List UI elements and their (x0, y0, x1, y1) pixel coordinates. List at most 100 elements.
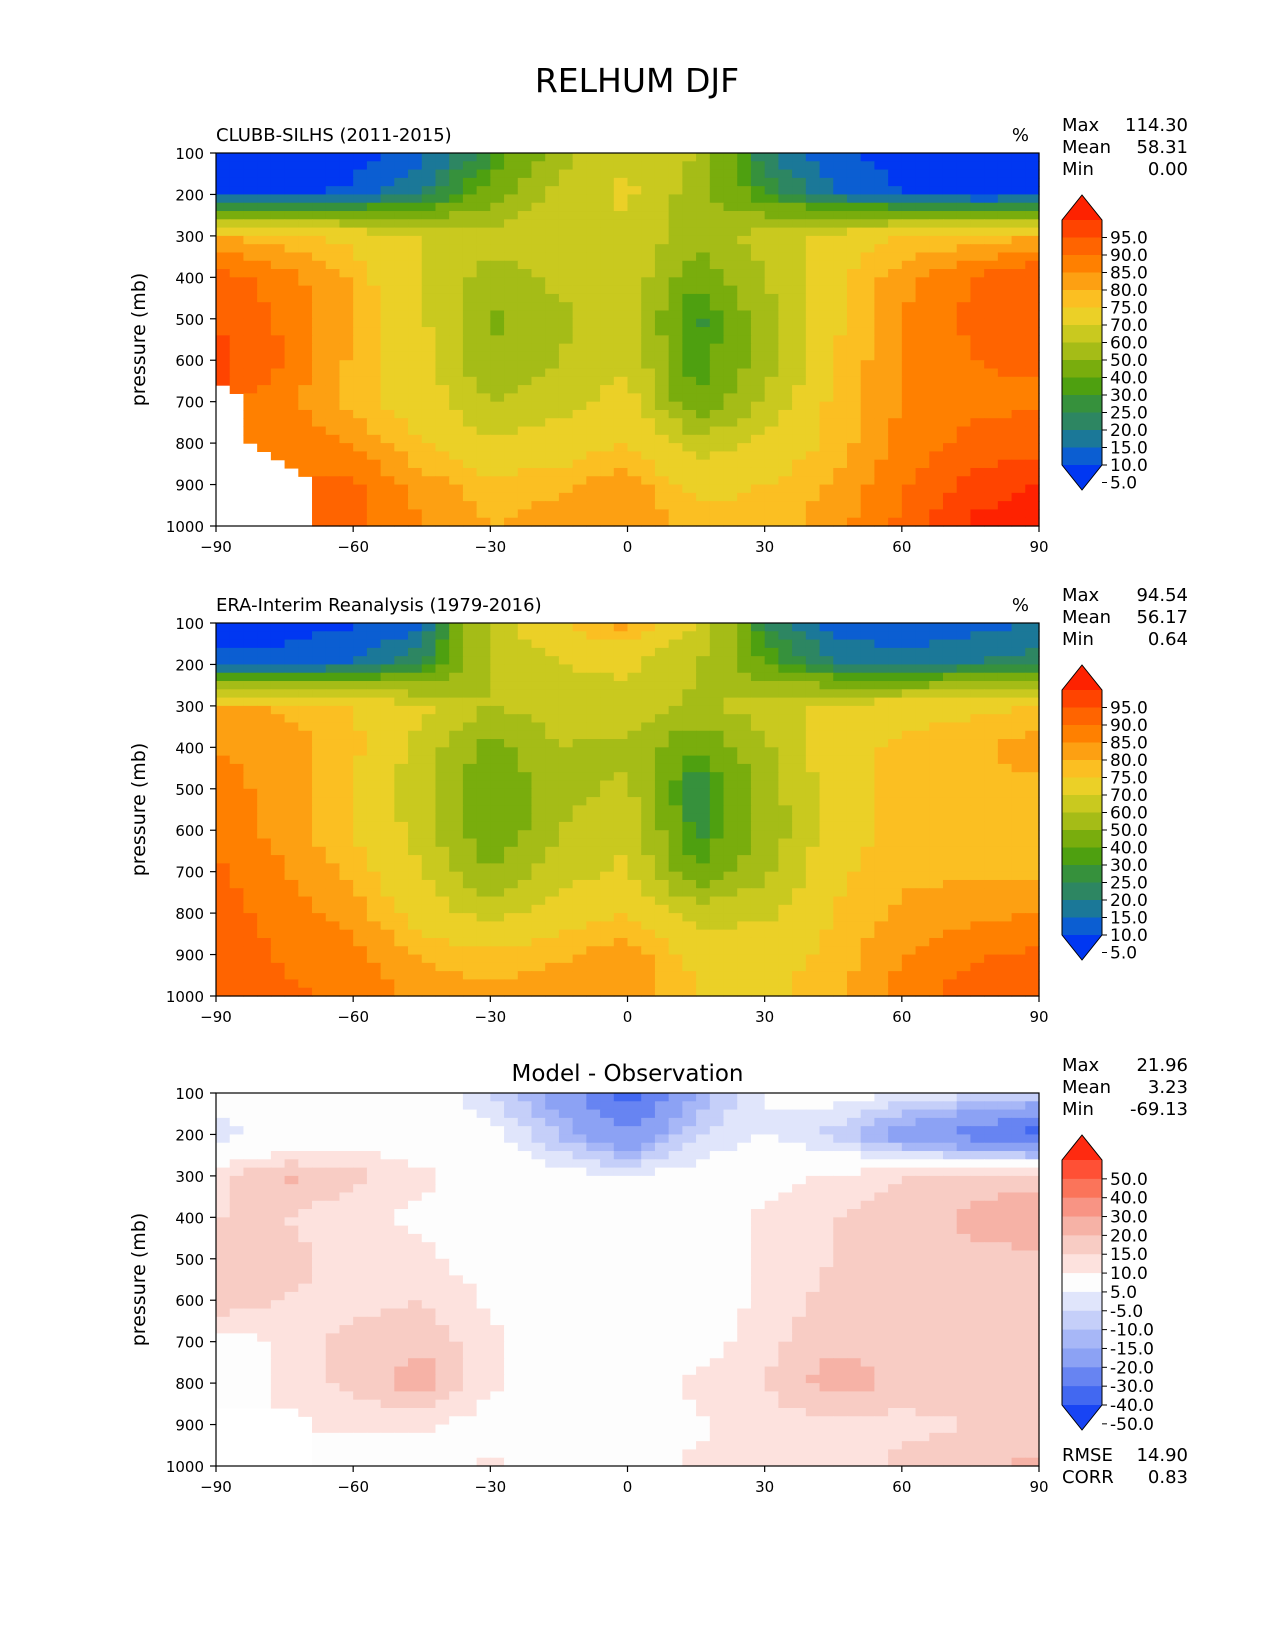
heatmap-cell (216, 161, 231, 171)
heatmap-cell (860, 879, 875, 889)
heatmap-cell (888, 235, 903, 245)
heatmap-cell (270, 755, 286, 765)
heatmap-cell (613, 921, 629, 931)
heatmap-cell (531, 327, 546, 336)
heatmap-cell (997, 476, 1013, 486)
heatmap-cell (312, 244, 327, 254)
heatmap-cell (353, 913, 368, 922)
heatmap-cell (709, 169, 725, 179)
heatmap-cell (339, 913, 354, 922)
heatmap-cell (312, 343, 327, 353)
heatmap-cell (929, 467, 944, 477)
heatmap-cell (476, 335, 491, 345)
heatmap-cell (257, 813, 272, 823)
heatmap-cell (709, 235, 725, 245)
heatmap-cell (476, 879, 491, 889)
heatmap-cell (421, 202, 437, 212)
heatmap-cell (270, 202, 286, 212)
heatmap-cell (449, 310, 464, 320)
heatmap-cell (353, 244, 368, 254)
heatmap-cell (229, 335, 245, 345)
heatmap-cell (860, 385, 875, 394)
heatmap-cell (805, 476, 821, 486)
heatmap-cell (984, 805, 999, 815)
heatmap-cell (545, 285, 560, 295)
heatmap-cell (997, 302, 1013, 312)
heatmap-cell (600, 672, 615, 682)
heatmap-cell (750, 647, 766, 657)
heatmap-cell (613, 879, 629, 889)
heatmap-cell (723, 351, 738, 361)
heatmap-cell (929, 393, 944, 403)
heatmap-cell (901, 335, 917, 345)
heatmap-cell (970, 360, 985, 370)
heatmap-cell (558, 169, 574, 179)
heatmap-cell (517, 805, 533, 815)
heatmap-cell (764, 277, 779, 287)
heatmap-cell (1011, 664, 1026, 674)
heatmap-cell (380, 360, 395, 370)
heatmap-cell (1011, 219, 1026, 229)
heatmap-cell (833, 202, 848, 212)
heatmap-cell (366, 385, 382, 394)
heatmap-cell (654, 194, 670, 204)
heatmap-cell (312, 705, 327, 715)
heatmap-cell (586, 797, 601, 806)
heatmap-cell (229, 639, 245, 649)
heatmap-cell (216, 681, 231, 690)
heatmap-cell (298, 672, 313, 682)
heatmap-cell (613, 443, 629, 452)
heatmap-cell (792, 376, 807, 386)
heatmap-cell (997, 879, 1013, 889)
heatmap-cell (325, 879, 341, 889)
heatmap-cell (325, 153, 341, 162)
heatmap-cell (901, 211, 917, 220)
heatmap-cell (778, 426, 793, 436)
heatmap-cell (243, 672, 258, 682)
heatmap-cell (572, 385, 587, 394)
heatmap-cell (901, 252, 917, 262)
heatmap-cell (805, 747, 821, 757)
heatmap-cell (380, 260, 395, 270)
heatmap-cell (229, 747, 245, 757)
heatmap-cell (627, 813, 642, 823)
heatmap-cell (435, 722, 450, 732)
heatmap-cell (257, 788, 272, 798)
heatmap-cell (888, 813, 903, 823)
heatmap-cell (325, 788, 341, 798)
heatmap-cell (462, 855, 478, 864)
heatmap-cell (723, 169, 738, 179)
heatmap-cell (1011, 921, 1026, 931)
heatmap-cell (764, 705, 779, 715)
heatmap-cell (504, 656, 519, 666)
heatmap-cell (366, 805, 382, 815)
heatmap-cell (888, 697, 903, 707)
heatmap-cell (984, 484, 999, 494)
heatmap-cell (805, 730, 821, 740)
heatmap-cell (243, 705, 258, 715)
heatmap-cell (366, 343, 382, 353)
heatmap-cell (696, 929, 711, 939)
heatmap-cell (984, 656, 999, 666)
heatmap-cell (970, 863, 985, 873)
colorbar-label: 70.0 (1110, 316, 1148, 336)
heatmap-cell (709, 888, 725, 898)
heatmap-cell (833, 780, 848, 790)
heatmap-cell (641, 459, 656, 469)
heatmap-cell (339, 788, 354, 798)
heatmap-cell (531, 747, 546, 757)
heatmap-cell (490, 360, 505, 370)
heatmap-cell (682, 838, 697, 848)
heatmap-cell (243, 639, 258, 649)
heatmap-cell (270, 656, 286, 666)
heatmap-cell (654, 714, 670, 724)
heatmap-cell (942, 788, 958, 798)
heatmap-cell (572, 260, 587, 270)
heatmap-cell (696, 177, 711, 187)
heatmap-cell (572, 194, 587, 204)
heatmap-cell (229, 656, 245, 666)
heatmap-cell (819, 219, 834, 229)
heatmap-cell (312, 821, 327, 831)
heatmap-cell (1025, 360, 1040, 370)
heatmap-cell (942, 467, 958, 477)
